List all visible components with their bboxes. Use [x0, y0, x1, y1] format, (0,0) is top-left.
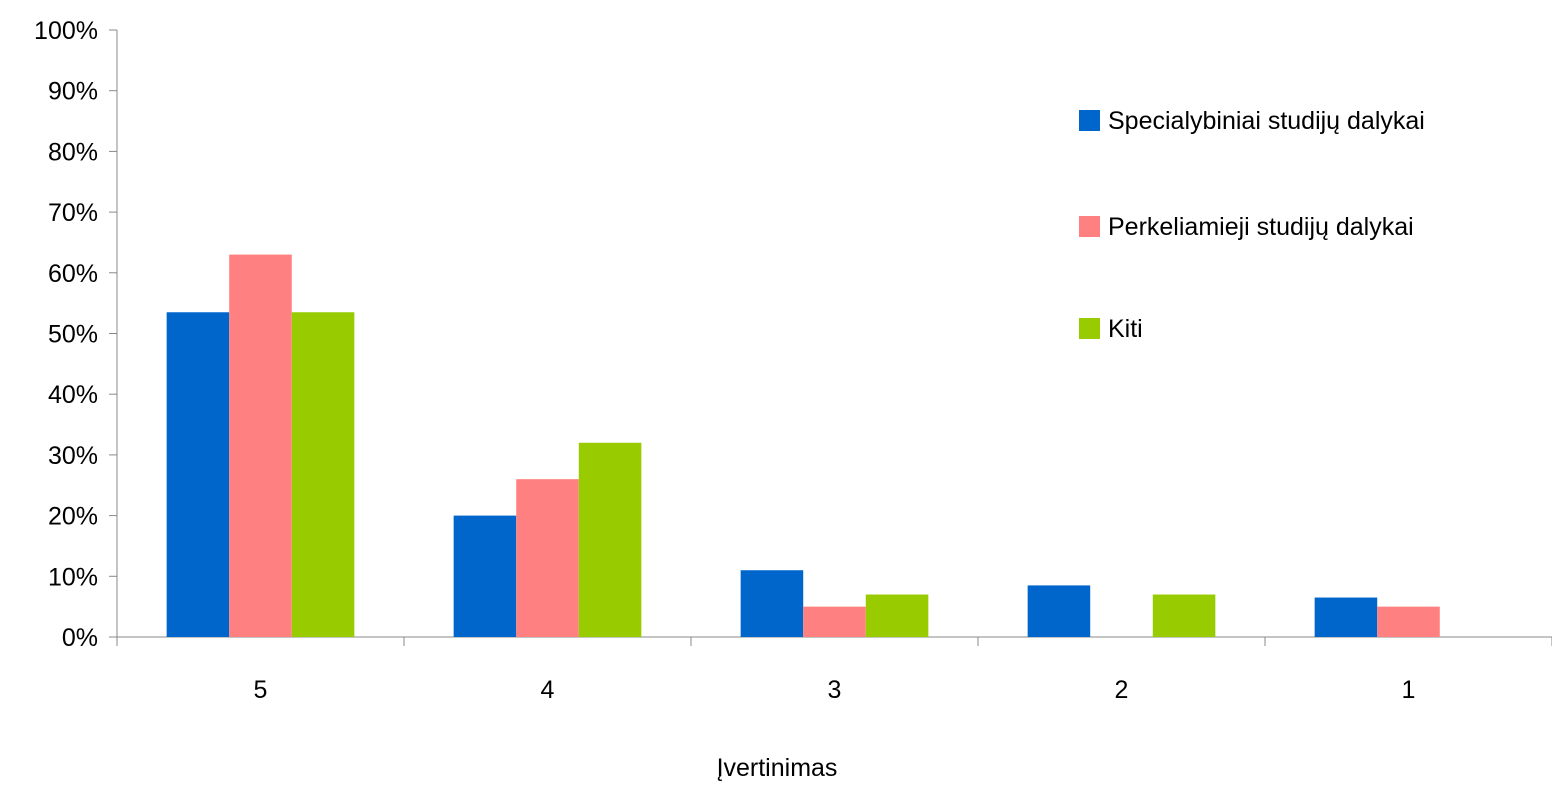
bar: [1314, 597, 1378, 637]
bar: [1027, 585, 1091, 637]
bar: [291, 312, 355, 637]
legend-swatch: [1079, 110, 1100, 131]
y-tick-label: 30%: [48, 442, 98, 470]
bar: [516, 479, 579, 637]
y-tick-label: 50%: [48, 321, 98, 349]
x-axis-title: Įvertinimas: [717, 754, 838, 781]
y-tick-label: 100%: [34, 17, 98, 45]
x-tick-label: 5: [254, 676, 268, 704]
y-tick-label: 40%: [48, 381, 98, 409]
bar: [803, 606, 866, 637]
x-tick-label: 2: [1115, 676, 1129, 704]
bar: [1377, 606, 1440, 637]
bar: [1152, 594, 1216, 637]
bar: [166, 312, 230, 637]
y-tick-label: 80%: [48, 138, 98, 166]
x-tick-label: 3: [828, 676, 842, 704]
bars-layer: [166, 254, 1440, 637]
y-tick-label: 90%: [48, 78, 98, 106]
legend-label: Kiti: [1108, 315, 1143, 343]
bar: [865, 594, 929, 637]
bar: [453, 515, 517, 637]
bar: [740, 570, 804, 637]
x-tick-label: 4: [541, 676, 555, 704]
legend-label: Specialybiniai studijų dalykai: [1108, 107, 1425, 135]
legend: Specialybiniai studijų dalykai Perkeliami…: [1079, 107, 1425, 343]
legend-swatch: [1079, 216, 1100, 237]
legend-swatch: [1079, 318, 1100, 339]
bar: [578, 442, 642, 637]
y-tick-label: 0%: [62, 624, 98, 652]
y-tick-label: 20%: [48, 503, 98, 531]
bar: [229, 254, 292, 637]
legend-label: Perkeliamieji studijų dalykai: [1108, 213, 1414, 241]
axes-layer: 0% 10% 20% 30% 40% 50% 60% 70% 80% 90% 100% 5 4 3 2 1: [34, 17, 1552, 704]
y-tick-label: 60%: [48, 260, 98, 288]
y-tick-label: 70%: [48, 199, 98, 227]
y-tick-label: 10%: [48, 563, 98, 591]
x-tick-label: 1: [1402, 676, 1416, 704]
